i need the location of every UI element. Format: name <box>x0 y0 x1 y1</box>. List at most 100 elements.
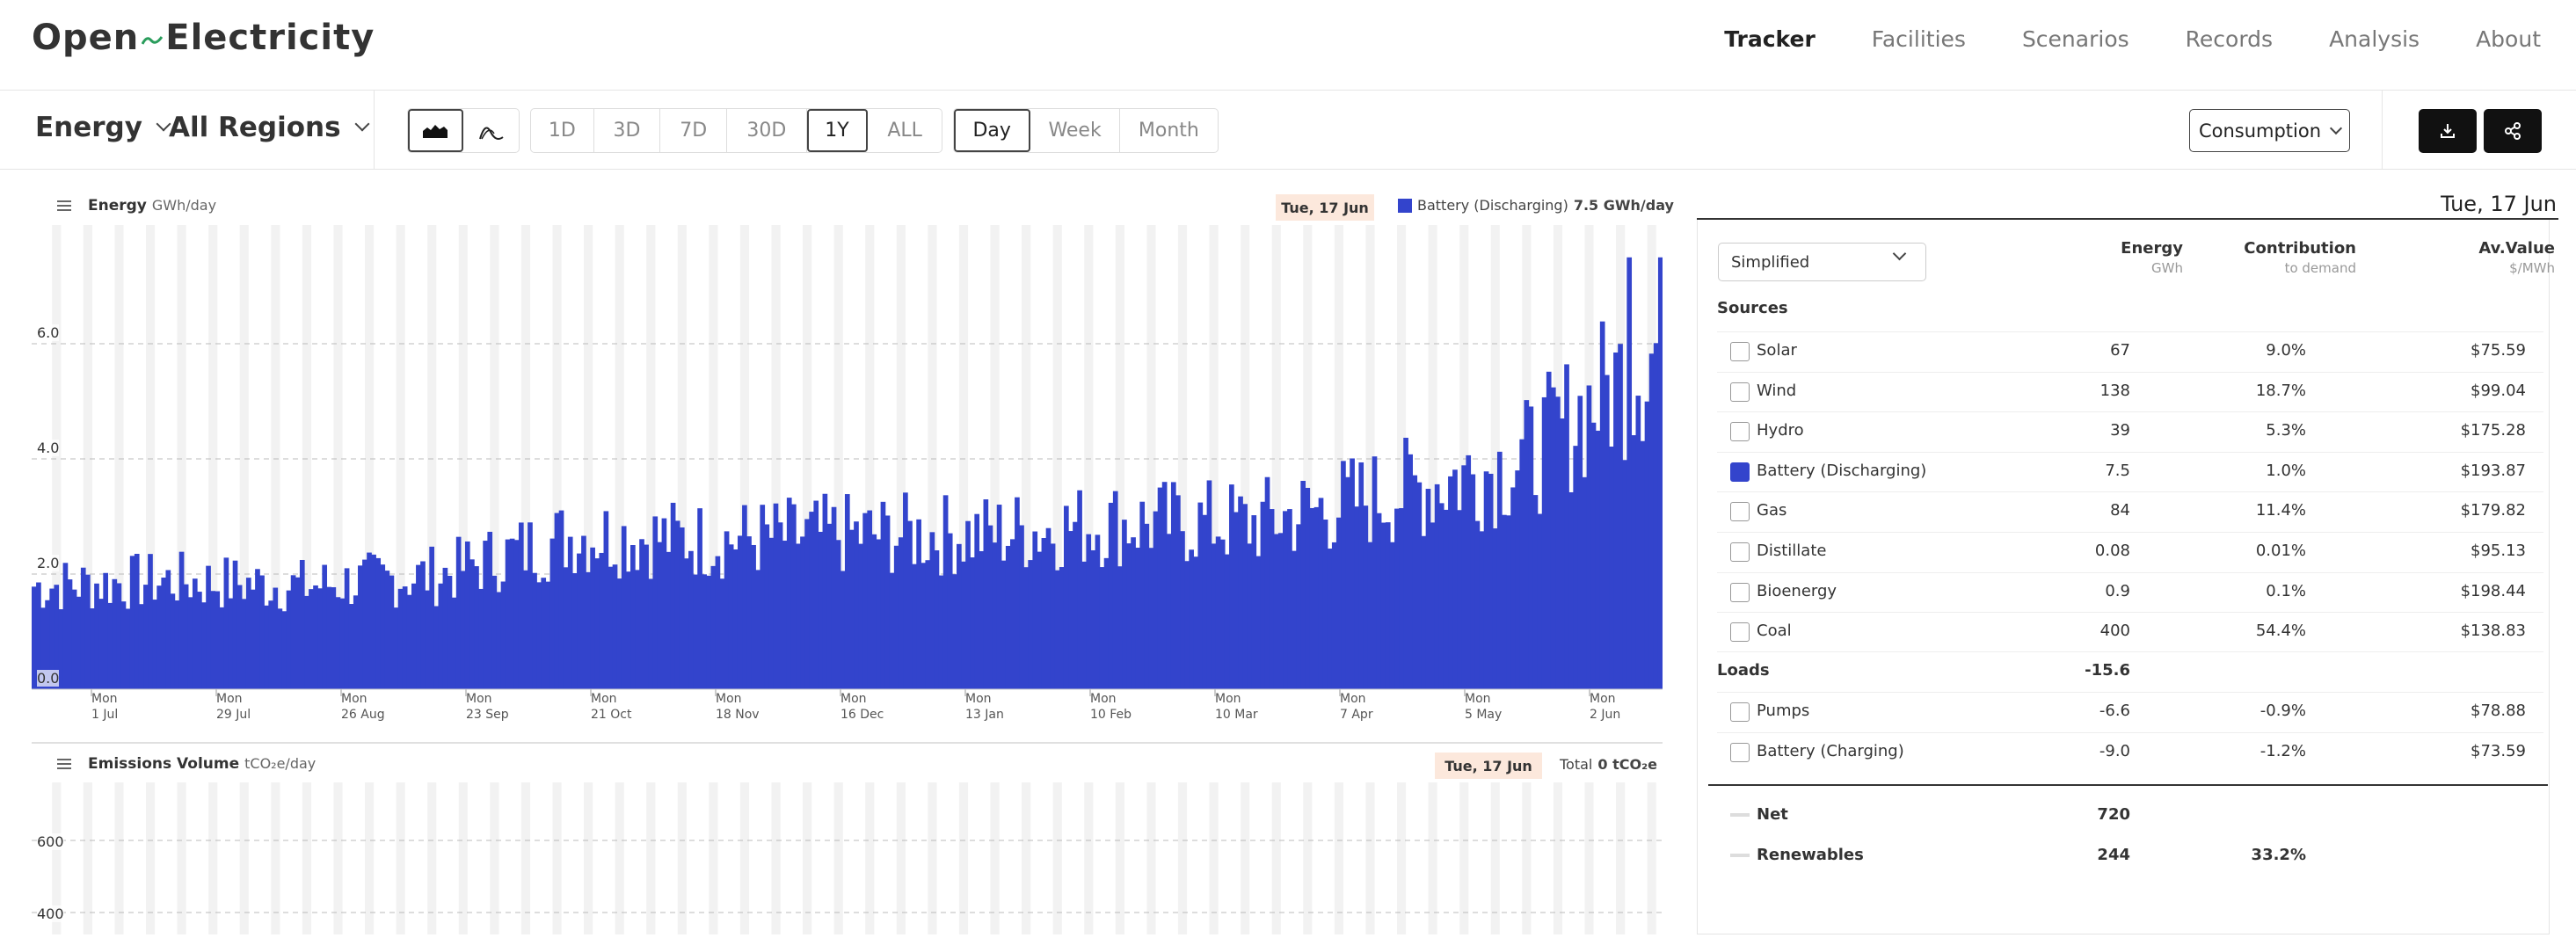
interval-week-button[interactable]: Week <box>1030 109 1120 152</box>
weekend-band <box>52 782 62 934</box>
menu-icon[interactable] <box>57 200 71 211</box>
x-tick-day: Mon <box>1590 692 1616 706</box>
energy-bar <box>152 600 157 689</box>
energy-bar <box>648 578 654 689</box>
weekend-band <box>1115 782 1124 934</box>
load-row[interactable]: Battery (Charging) -9.0 -1.2% $73.59 <box>1717 732 2543 772</box>
range-7d-button[interactable]: 7D <box>660 109 728 152</box>
energy-bar <box>1358 462 1364 689</box>
source-row[interactable]: Coal 400 54.4% $138.83 <box>1717 612 2543 651</box>
energy-bar <box>742 505 747 689</box>
energy-bar <box>1345 476 1350 689</box>
weekend-band <box>302 782 312 934</box>
energy-bar <box>755 570 760 689</box>
source-checkbox[interactable] <box>1730 462 1750 482</box>
region-selector[interactable]: All Regions <box>169 112 370 143</box>
energy-bar <box>549 538 556 689</box>
range-3d-button[interactable]: 3D <box>594 109 661 152</box>
x-tick-day: Mon <box>91 692 118 706</box>
energy-bar <box>746 536 752 689</box>
source-checkbox[interactable] <box>1730 542 1750 562</box>
source-value: $95.13 <box>2470 542 2526 560</box>
interval-day-button[interactable]: Day <box>954 109 1031 152</box>
nav-about[interactable]: About <box>2476 26 2541 52</box>
source-checkbox[interactable] <box>1730 422 1750 442</box>
energy-bar <box>1032 531 1038 689</box>
energy-bar <box>1443 509 1449 689</box>
energy-bar <box>1300 480 1306 689</box>
source-energy: 0.08 <box>2094 542 2130 560</box>
weekend-band <box>1428 225 1437 689</box>
source-energy: 84 <box>2110 501 2130 520</box>
energy-bar <box>1211 543 1217 689</box>
nav-facilities[interactable]: Facilities <box>1871 26 1966 52</box>
source-row[interactable]: Hydro 39 5.3% $175.28 <box>1717 411 2543 451</box>
metric-selector[interactable]: Energy <box>35 112 171 143</box>
source-checkbox[interactable] <box>1730 622 1750 643</box>
x-tick-date: 5 May <box>1465 708 1503 722</box>
nav-tracker[interactable]: Tracker <box>1724 26 1816 52</box>
energy-bar <box>1541 396 1547 689</box>
table-mode-dropdown[interactable]: Simplified <box>1718 243 1926 281</box>
weekend-band <box>896 225 906 689</box>
load-checkbox[interactable] <box>1730 702 1750 722</box>
range-all-button[interactable]: ALL <box>887 120 922 142</box>
x-tick-date: 26 Aug <box>341 708 385 722</box>
range-1d-button[interactable]: 1D <box>531 109 594 152</box>
nav-analysis[interactable]: Analysis <box>2329 26 2420 52</box>
energy-bar <box>1277 533 1284 689</box>
emissions-chart[interactable] <box>32 782 1719 934</box>
download-button[interactable] <box>2419 109 2477 153</box>
weekend-band <box>365 782 375 934</box>
menu-icon[interactable] <box>57 759 71 769</box>
energy-bar <box>460 571 466 689</box>
divider <box>1697 218 2558 220</box>
weekend-band <box>677 225 687 689</box>
nav-scenarios[interactable]: Scenarios <box>2021 26 2129 52</box>
load-checkbox[interactable] <box>1730 742 1750 762</box>
energy-bar <box>1470 474 1476 689</box>
weekend-band <box>114 225 124 689</box>
load-row[interactable]: Pumps -6.6 -0.9% $78.88 <box>1717 692 2543 731</box>
source-checkbox[interactable] <box>1730 382 1750 402</box>
source-checkbox[interactable] <box>1730 502 1750 522</box>
weekend-band <box>958 225 969 689</box>
energy-bar <box>125 608 131 689</box>
energy-bar <box>1416 482 1423 689</box>
energy-bar <box>1331 542 1337 689</box>
source-checkbox[interactable] <box>1730 342 1750 361</box>
source-value: $193.87 <box>2460 461 2526 480</box>
source-checkbox[interactable] <box>1730 582 1750 602</box>
share-button[interactable] <box>2484 109 2542 153</box>
energy-bar <box>1193 556 1199 689</box>
energy-chart[interactable] <box>32 225 1719 744</box>
energy-bar <box>684 558 689 689</box>
energy-bar <box>397 588 404 689</box>
source-row[interactable]: Bioenergy 0.9 0.1% $198.44 <box>1717 572 2543 612</box>
source-row[interactable]: Wind 138 18.7% $99.04 <box>1717 372 2543 411</box>
x-tick-date: 29 Jul <box>216 708 251 722</box>
source-row[interactable]: Distillate 0.08 0.01% $95.13 <box>1717 532 2543 571</box>
source-energy: 67 <box>2110 341 2130 360</box>
energy-bar <box>1510 487 1516 689</box>
energy-bar <box>912 564 917 689</box>
area-chart-icon[interactable] <box>408 109 464 152</box>
range-1y-button[interactable]: 1Y <box>806 109 869 152</box>
energy-bar <box>1264 476 1270 689</box>
weekend-band <box>458 225 468 689</box>
site-logo[interactable]: Open Electricity <box>32 18 375 58</box>
source-row[interactable]: Gas 84 11.4% $179.82 <box>1717 491 2543 531</box>
energy-bar <box>903 492 908 689</box>
line-chart-icon[interactable] <box>463 109 519 152</box>
nav-records[interactable]: Records <box>2185 26 2274 52</box>
source-row[interactable]: Battery (Discharging) 7.5 1.0% $193.87 <box>1717 452 2543 491</box>
energy-x-tick: Mon 10 Feb <box>1090 691 1132 723</box>
energy-bar <box>58 609 64 689</box>
interval-month-button[interactable]: Month <box>1138 120 1199 142</box>
energy-bar <box>1215 536 1221 689</box>
source-row[interactable]: Solar 67 9.0% $75.59 <box>1717 331 2543 371</box>
logo-text-electricity: Electricity <box>165 18 375 58</box>
energy-bar <box>657 542 663 689</box>
range-30d-button[interactable]: 30D <box>727 109 807 152</box>
consumption-dropdown[interactable]: Consumption <box>2189 109 2350 152</box>
